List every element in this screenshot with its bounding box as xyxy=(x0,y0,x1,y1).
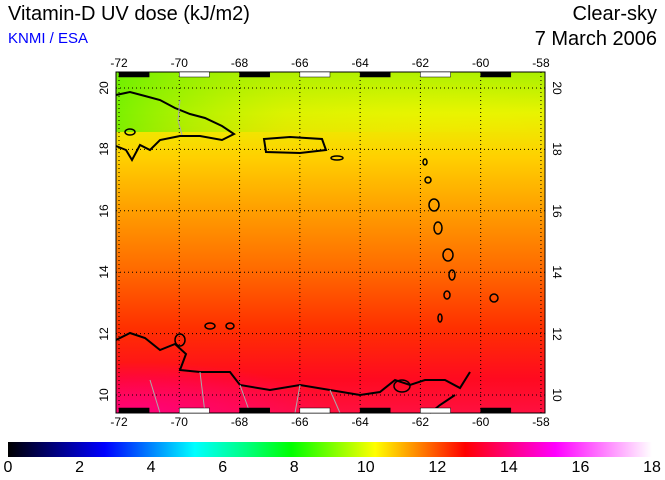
colorbar-tick-label: 6 xyxy=(218,459,228,476)
lon-tick-bottom: -58 xyxy=(532,415,550,429)
scale-bar-segment xyxy=(239,71,270,78)
condition-label: Clear-sky xyxy=(572,3,657,25)
lat-tick-left: 12 xyxy=(97,326,111,341)
lat-tick-right: 12 xyxy=(550,326,564,341)
lat-tick-right: 14 xyxy=(550,265,564,279)
organization-label: KNMI / ESA xyxy=(8,30,89,47)
lat-tick-left: 18 xyxy=(97,142,111,157)
country-borders xyxy=(149,99,341,414)
colorbar-tick-label: 12 xyxy=(428,459,447,476)
scale-bar-segment xyxy=(359,407,391,414)
lon-tick-top: -64 xyxy=(351,56,369,70)
hispaniola-coast xyxy=(115,90,236,163)
scale-bar-segment xyxy=(299,71,331,78)
lon-tick-top: -58 xyxy=(532,56,550,70)
colorbar-tick-label: 10 xyxy=(356,459,375,476)
uv-dose-map xyxy=(115,71,546,414)
scale-bar-segment xyxy=(420,71,451,78)
colorbar-tick-label: 8 xyxy=(289,459,299,476)
scale-bar-segment xyxy=(299,407,331,414)
colorbar xyxy=(8,442,652,457)
lon-tick-top: -60 xyxy=(472,56,490,70)
colorbar-tick-label: 0 xyxy=(3,459,13,476)
colorbar-tick-label: 4 xyxy=(146,459,156,476)
lon-tick-bottom: -72 xyxy=(110,415,128,429)
map-title: Vitamin-D UV dose (kJ/m2) xyxy=(8,3,250,25)
lon-tick-top: -68 xyxy=(230,56,249,70)
graticule xyxy=(116,72,545,413)
scale-bar-segment xyxy=(359,71,391,78)
scale-bar-segment xyxy=(420,407,451,414)
lon-tick-top: -70 xyxy=(170,56,188,70)
lon-tick-bottom: -66 xyxy=(291,415,309,429)
colorbar-tick-label: 2 xyxy=(75,459,84,476)
colorbar-tick-label: 18 xyxy=(643,459,661,476)
scale-bar-segment xyxy=(239,407,270,414)
lon-tick-bottom: -70 xyxy=(170,415,188,429)
colorbar-tick-label: 16 xyxy=(571,459,590,476)
map-field xyxy=(116,72,545,413)
lat-tick-right: 10 xyxy=(550,388,564,402)
lon-tick-bottom: -62 xyxy=(411,415,430,429)
frame-scale-bars xyxy=(118,71,512,414)
colorbar-tick-label: 14 xyxy=(499,459,518,476)
lon-tick-top: -72 xyxy=(110,56,128,70)
scale-bar-segment xyxy=(480,71,512,78)
lat-tick-left: 14 xyxy=(97,265,111,279)
scale-bar-segment xyxy=(480,407,512,414)
scale-bar-segment xyxy=(179,71,210,78)
lat-tick-right: 20 xyxy=(550,81,564,95)
scale-bar-segment xyxy=(118,71,150,78)
lon-tick-bottom: -60 xyxy=(472,415,490,429)
lat-tick-left: 16 xyxy=(97,204,111,218)
date-label: 7 March 2006 xyxy=(534,28,657,50)
map-frame xyxy=(115,71,546,414)
lon-tick-top: -66 xyxy=(291,56,309,70)
lon-tick-bottom: -64 xyxy=(351,415,369,429)
lat-tick-right: 16 xyxy=(550,204,564,218)
scale-bar-segment xyxy=(179,407,210,414)
lat-tick-right: 18 xyxy=(550,142,564,157)
scale-bar-segment xyxy=(118,407,150,414)
lat-tick-left: 10 xyxy=(97,388,111,402)
lon-tick-bottom: -68 xyxy=(230,415,249,429)
puerto-rico-coast xyxy=(262,135,328,155)
lat-tick-left: 20 xyxy=(97,81,111,95)
lon-tick-top: -62 xyxy=(411,56,430,70)
